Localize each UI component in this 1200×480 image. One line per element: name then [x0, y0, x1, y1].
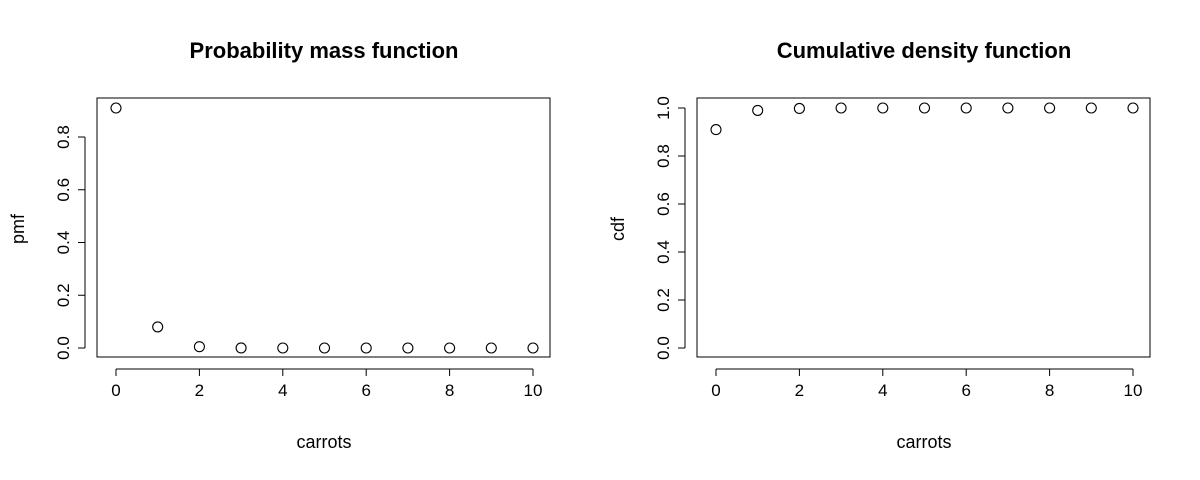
cdf-data-point — [835, 102, 847, 114]
pmf-points — [110, 102, 539, 354]
pmf-x-tick-label: 10 — [524, 381, 543, 400]
pmf-data-point — [235, 342, 247, 354]
cdf-y-tick-label: 0.4 — [654, 240, 673, 264]
pmf-x-tick-label: 6 — [361, 381, 370, 400]
pmf-panel: Probability mass function carrots pmf 0 2… — [8, 38, 551, 452]
cdf-data-point — [1085, 102, 1097, 114]
pmf-x-tick-label: 0 — [111, 381, 120, 400]
cdf-x-tick-label: 2 — [795, 381, 804, 400]
cdf-y-tick-label: 1.0 — [654, 96, 673, 120]
pmf-data-point — [527, 342, 539, 354]
cdf-points — [710, 102, 1139, 136]
pmf-data-point — [485, 342, 497, 354]
cdf-data-point — [960, 102, 972, 114]
pmf-y-tick-label: 0.6 — [54, 178, 73, 202]
cdf-x-tick-label: 10 — [1124, 381, 1143, 400]
pmf-data-point — [444, 342, 456, 354]
pmf-y-tick-label: 0.8 — [54, 125, 73, 149]
cdf-data-point — [877, 102, 889, 114]
cdf-y-ticks: 0.0 0.2 0.4 0.6 0.8 1.0 — [654, 96, 686, 360]
cdf-data-point — [1002, 102, 1014, 114]
cdf-data-point — [1127, 102, 1139, 114]
pmf-data-point — [110, 102, 122, 114]
pmf-title: Probability mass function — [190, 38, 459, 63]
pmf-x-tick-label: 8 — [445, 381, 454, 400]
cdf-y-tick-label: 0.0 — [654, 336, 673, 360]
pmf-data-point — [402, 342, 414, 354]
cdf-y-tick-label: 0.2 — [654, 288, 673, 312]
pmf-data-point — [318, 342, 331, 354]
cdf-data-point — [918, 102, 931, 114]
pmf-data-point — [193, 341, 205, 353]
pmf-y-axis-label: pmf — [8, 213, 28, 244]
pmf-x-ticks: 0 2 4 6 8 10 — [111, 368, 543, 400]
pmf-x-tick-label: 2 — [195, 381, 204, 400]
cdf-x-tick-label: 8 — [1045, 381, 1054, 400]
cdf-data-point — [793, 102, 805, 115]
cdf-title: Cumulative density function — [777, 38, 1072, 63]
cdf-y-tick-label: 0.6 — [654, 192, 673, 216]
cdf-x-tick-label: 0 — [711, 381, 720, 400]
pmf-data-point — [277, 342, 289, 354]
pmf-y-tick-label: 0.0 — [54, 336, 73, 360]
pmf-y-tick-label: 0.4 — [54, 231, 73, 255]
pmf-x-axis-label: carrots — [296, 432, 351, 452]
cdf-plot-frame — [696, 97, 1151, 358]
cdf-y-tick-label: 0.8 — [654, 144, 673, 168]
cdf-data-point — [710, 124, 722, 136]
cdf-x-tick-label: 4 — [878, 381, 887, 400]
cdf-x-tick-label: 6 — [961, 381, 970, 400]
cdf-data-point — [752, 104, 764, 116]
cdf-x-axis-label: carrots — [896, 432, 951, 452]
cdf-panel: Cumulative density function carrots cdf … — [608, 38, 1151, 452]
pmf-plot-frame — [96, 97, 551, 358]
pmf-x-tick-label: 4 — [278, 381, 287, 400]
cdf-x-ticks: 0 2 4 6 8 10 — [711, 368, 1143, 400]
cdf-data-point — [1044, 102, 1056, 114]
pmf-data-point — [152, 321, 164, 333]
cdf-y-axis-label: cdf — [608, 216, 628, 241]
pmf-y-tick-label: 0.2 — [54, 283, 73, 307]
pmf-y-ticks: 0.0 0.2 0.4 0.6 0.8 — [54, 125, 86, 360]
pmf-data-point — [360, 342, 372, 354]
